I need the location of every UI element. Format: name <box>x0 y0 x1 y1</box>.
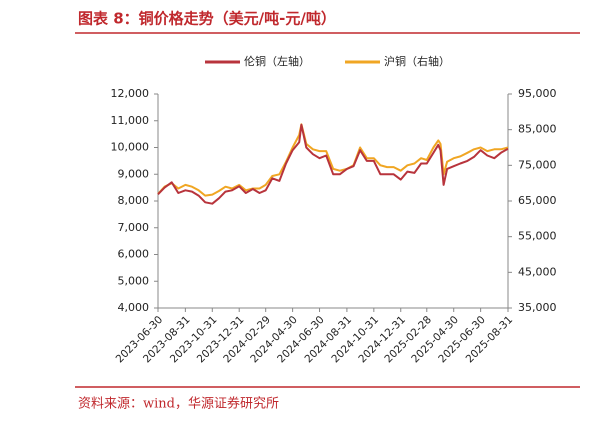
y2-tick-label: 95,000 <box>518 87 557 100</box>
y-tick-label: 10,000 <box>111 141 150 154</box>
y-tick-label: 4,000 <box>118 301 150 314</box>
series-line <box>157 123 509 205</box>
y2-tick-label: 75,000 <box>518 158 557 171</box>
y-tick-label: 6,000 <box>118 248 150 261</box>
y2-tick-label: 35,000 <box>518 301 557 314</box>
y-tick-label: 12,000 <box>111 87 150 100</box>
y-tick-label: 11,000 <box>111 114 150 127</box>
y-tick-label: 9,000 <box>118 167 150 180</box>
series-line <box>157 123 509 197</box>
y-tick-label: 7,000 <box>118 221 150 234</box>
y-tick-label: 8,000 <box>118 194 150 207</box>
y2-tick-label: 65,000 <box>518 194 557 207</box>
y-tick-label: 5,000 <box>118 274 150 287</box>
legend-label: 伦铜（左轴） <box>244 54 310 68</box>
y2-tick-label: 55,000 <box>518 230 557 243</box>
y2-tick-label: 45,000 <box>518 265 557 278</box>
y2-tick-label: 85,000 <box>518 123 557 136</box>
chart-title: 图表 8：铜价格走势（美元/吨-元/吨） <box>78 10 336 28</box>
source-note: 资料来源：wind，华源证券研究所 <box>78 396 279 412</box>
legend-label: 沪铜（右轴） <box>384 54 450 68</box>
